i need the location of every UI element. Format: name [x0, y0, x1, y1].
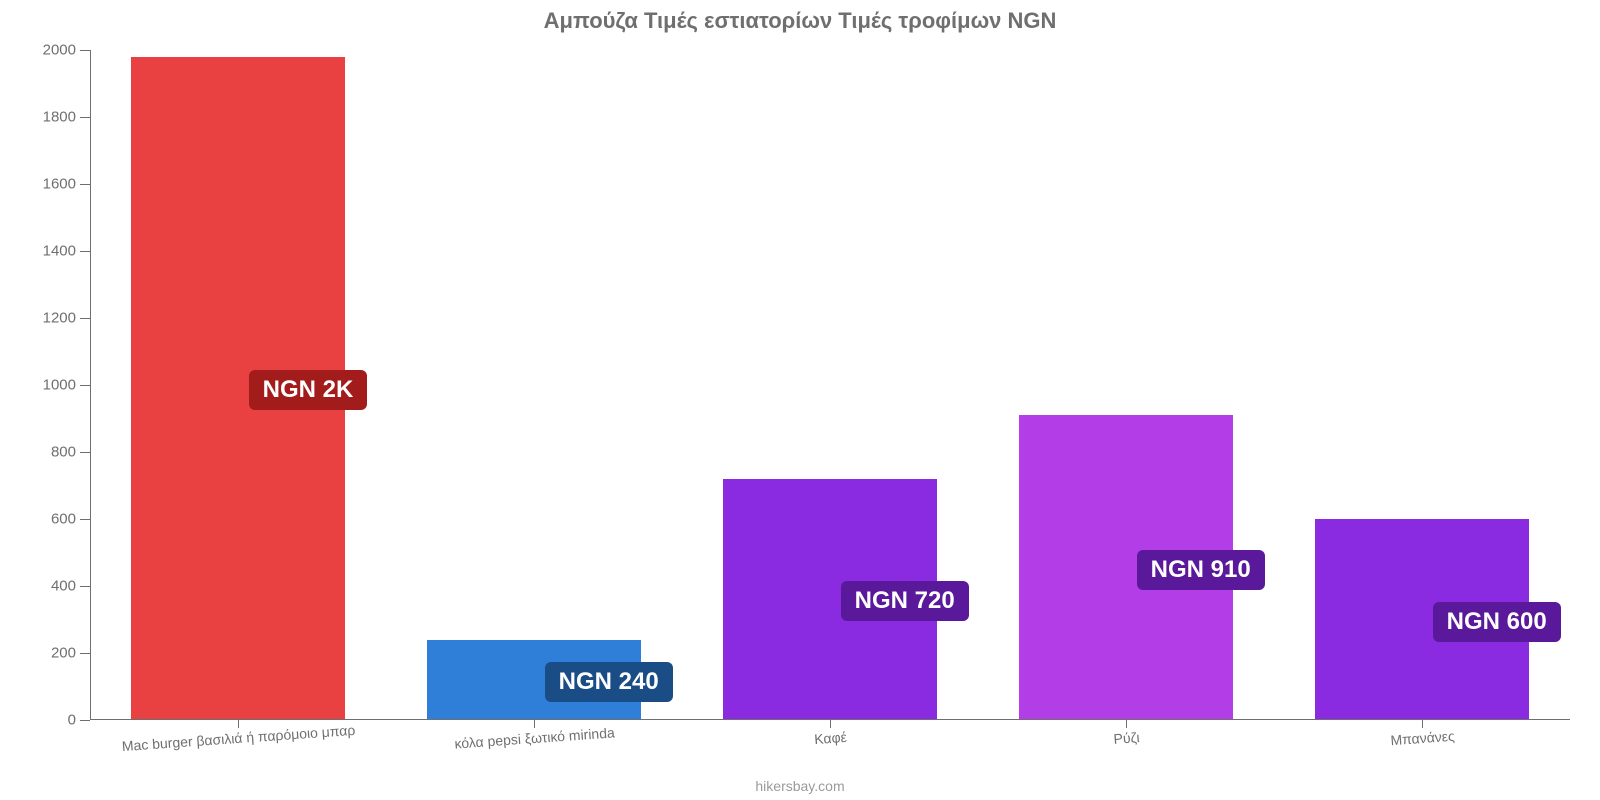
y-tick-label: 800	[51, 444, 76, 461]
x-axis-label: Μπανάνες	[1390, 728, 1455, 748]
chart-credit: hikersbay.com	[0, 778, 1600, 794]
y-tick-label: 1400	[43, 243, 76, 260]
y-tick-label: 1800	[43, 109, 76, 126]
y-tick	[80, 318, 90, 319]
bar-value-badge: NGN 720	[841, 581, 969, 621]
y-tick-label: 2000	[43, 42, 76, 59]
y-tick-label: 1200	[43, 310, 76, 327]
x-tick	[830, 720, 831, 728]
y-tick	[80, 184, 90, 185]
y-tick	[80, 720, 90, 721]
bar-value-badge: NGN 2K	[249, 370, 368, 410]
bar-value-badge: NGN 600	[1433, 602, 1561, 642]
x-axis-line	[90, 719, 1570, 720]
y-tick	[80, 117, 90, 118]
y-tick	[80, 519, 90, 520]
y-tick	[80, 50, 90, 51]
y-tick	[80, 653, 90, 654]
y-tick-label: 200	[51, 645, 76, 662]
y-tick-label: 400	[51, 578, 76, 595]
y-tick-label: 1000	[43, 377, 76, 394]
x-axis-label: Καφέ	[814, 729, 848, 747]
price-bar-chart: Αμπούζα Τιμές εστιατορίων Τιμές τροφίμων…	[0, 0, 1600, 800]
y-tick-label: 600	[51, 511, 76, 528]
y-tick	[80, 251, 90, 252]
bars-container: Mac burger βασιλιά ή παρόμοιο μπαρNGN 2K…	[90, 50, 1570, 720]
y-tick-label: 1600	[43, 176, 76, 193]
x-tick	[1422, 720, 1423, 728]
x-axis-label: κόλα pepsi ξωτικό mirinda	[454, 724, 615, 751]
plot-area: 0200400600800100012001400160018002000 Ma…	[90, 50, 1570, 720]
x-tick	[238, 720, 239, 728]
y-tick-label: 0	[68, 712, 76, 729]
y-tick	[80, 586, 90, 587]
y-tick	[80, 385, 90, 386]
bar-value-badge: NGN 910	[1137, 550, 1265, 590]
y-tick	[80, 452, 90, 453]
x-tick	[534, 720, 535, 728]
x-axis-label: Ρύζι	[1113, 729, 1140, 747]
bar-value-badge: NGN 240	[545, 662, 673, 702]
chart-title: Αμπούζα Τιμές εστιατορίων Τιμές τροφίμων…	[0, 0, 1600, 34]
x-tick	[1126, 720, 1127, 728]
